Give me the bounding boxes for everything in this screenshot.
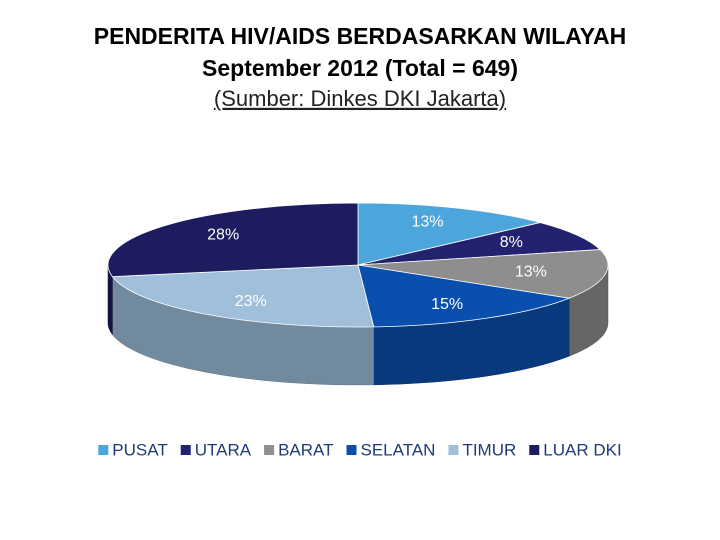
chart-subtitle: September 2012 (Total = 649) (202, 55, 518, 81)
slice (357, 202, 541, 266)
chart-title: PENDERITA HIV/AIDS BERDASARKAN WILAYAH (94, 23, 626, 49)
legend-label: SELATAN (361, 440, 436, 459)
data-label: 15% (431, 296, 463, 313)
legend-label: LUAR DKI (543, 440, 621, 459)
legend-swatch (448, 445, 459, 455)
slice (357, 264, 571, 328)
data-label: 13% (515, 263, 547, 280)
legend-swatch (346, 445, 357, 455)
slice (107, 202, 359, 278)
data-label: 23% (235, 293, 267, 310)
legend-swatch (529, 445, 540, 455)
data-label: 8% (500, 234, 523, 251)
legend-label: TIMUR (462, 440, 516, 459)
data-label: 28% (207, 227, 239, 244)
legend-swatch (264, 445, 275, 455)
legend-label: BARAT (278, 440, 333, 459)
slice (357, 222, 602, 266)
chart-source: (Sumber: Dinkes DKI Jakarta) (214, 86, 506, 111)
legend-swatch (180, 445, 191, 455)
legend-label: UTARA (195, 440, 252, 459)
slice (357, 249, 609, 299)
slice (111, 264, 375, 328)
legend-swatch (98, 445, 109, 455)
data-label: 13% (411, 214, 443, 231)
legend-label: PUSAT (112, 440, 167, 459)
